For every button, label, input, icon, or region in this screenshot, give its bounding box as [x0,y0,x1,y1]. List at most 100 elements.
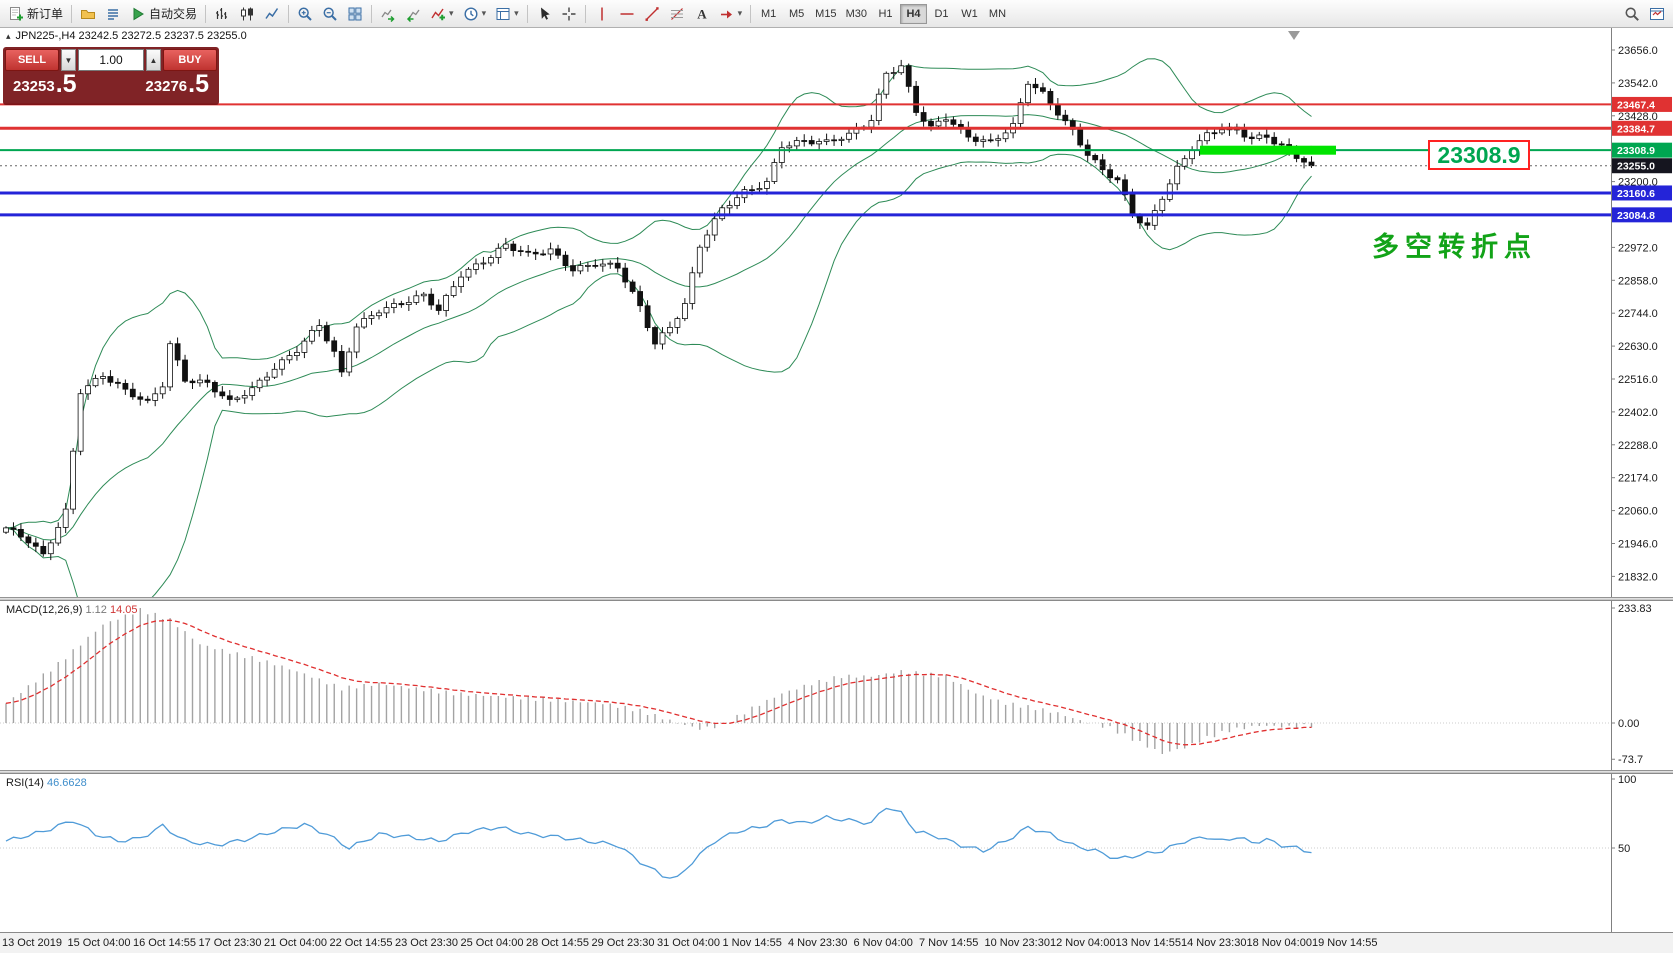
svg-text:22972.0: 22972.0 [1618,242,1658,254]
time-axis-label: 4 Nov 23:30 [788,937,848,949]
chart-shift-button[interactable] [401,3,425,25]
zoom-out-button[interactable] [318,3,342,25]
periods-button[interactable]: ▾ [459,3,491,25]
svg-text:22060.0: 22060.0 [1618,506,1658,518]
timeframe-mn-button[interactable]: MN [988,7,1007,20]
crosshair-icon [561,6,577,22]
auto-scroll-icon [380,6,396,22]
fibonacci-button[interactable] [665,3,689,25]
auto-scroll-button[interactable] [376,3,400,25]
time-axis[interactable]: 13 Oct 2019 15 Oct 04:00 16 Oct 14:55 17 Oc… [0,932,1673,953]
candlestick-chart-button[interactable] [235,3,259,25]
bar-chart-button[interactable] [210,3,234,25]
time-axis-label: 21 Oct 04:00 [264,937,327,949]
timeframe-d1-button[interactable]: D1 [934,7,949,20]
horizontal-line-button[interactable] [615,3,639,25]
timeframe-h4-button[interactable]: H4 [899,3,927,24]
timeframe-w1-button[interactable]: W1 [961,7,978,20]
svg-text:23255.0: 23255.0 [1617,161,1655,173]
volume-increase-button[interactable]: ▲ [146,49,161,71]
volume-input[interactable] [78,49,144,71]
buy-price: 23276.5 [145,72,209,97]
new-order-label: 新订单 [27,7,64,21]
chevron-down-icon: ▾ [449,8,454,18]
price-chart-canvas[interactable]: 23656.023542.023428.023200.022972.022858… [0,28,1673,597]
macd-label: MACD(12,26,9) 1.12 14.05 [6,604,138,616]
svg-text:23467.4: 23467.4 [1617,99,1655,111]
time-axis-label: 16 Oct 14:55 [133,937,196,949]
vertical-line-icon [594,6,610,22]
rsi-panel-divider[interactable] [0,770,1673,774]
arrows-button[interactable]: ▾ [715,3,747,25]
horizontal-line-icon [619,6,635,22]
rsi-chart-canvas[interactable]: 100 50 [0,774,1673,932]
chevron-down-icon: ▾ [514,8,519,18]
annotation-text[interactable]: 多空转折点 [1372,232,1537,262]
cursor-button[interactable] [532,3,556,25]
time-axis-label: 23 Oct 23:30 [395,937,458,949]
timeframe-m5-button[interactable]: M5 [789,7,805,20]
rsi-name: RSI(14) [6,777,44,789]
market-watch-button[interactable] [101,3,125,25]
svg-text:233.83: 233.83 [1618,603,1652,615]
data-window-icon [1649,6,1665,22]
highlight-bar [1200,145,1336,155]
toolbar-separator [750,4,752,23]
chevron-down-icon: ▾ [481,8,487,18]
time-axis-label: 22 Oct 14:55 [329,937,393,949]
macd-value-signal: 14.05 [109,604,138,616]
candlestick-chart-icon [239,6,255,22]
trendline-button[interactable] [640,3,664,25]
macd-name: MACD(12,26,9) [6,604,83,616]
time-axis-label: 17 Oct 23:30 [198,937,262,949]
tile-windows-icon [347,6,363,22]
rsi-value: 46.6628 [46,777,87,789]
svg-text:-73.7: -73.7 [1618,754,1643,766]
svg-text:23384.7: 23384.7 [1617,123,1655,135]
svg-text:22516.0: 22516.0 [1618,374,1658,386]
profiles-button[interactable] [76,3,100,25]
rsi-label: RSI(14) 46.6628 [6,777,87,789]
time-axis-label: 18 Nov 04:00 [1246,937,1312,949]
search-button[interactable] [1620,3,1644,25]
timeframe-h1-button[interactable]: H1 [878,7,893,20]
macd-value-main: 1.12 [85,604,107,616]
price-callout[interactable]: 23308.9 [1428,140,1530,170]
time-axis-label: 14 Nov 23:30 [1181,937,1247,949]
templates-button[interactable]: ▾ [491,3,523,25]
arrows-icon [719,6,735,22]
timeframe-m30-button[interactable]: M30 [845,7,867,20]
tile-windows-button[interactable] [343,3,367,25]
zoom-in-button[interactable] [293,3,317,25]
symbol-ohlc-text: JPN225-,H4 23242.5 23272.5 23237.5 23255… [15,30,247,42]
text-button[interactable]: A [690,3,714,25]
auto-trading-icon [130,6,146,22]
svg-text:21946.0: 21946.0 [1618,538,1658,550]
svg-text:23084.8: 23084.8 [1617,210,1655,222]
chevron-down-icon: ▾ [737,8,743,18]
timeframe-m15-button[interactable]: M15 [815,7,837,20]
macd-panel-divider[interactable] [0,597,1673,601]
sell-price-frac: .5 [55,70,77,98]
new-order-button[interactable]: 新订单 [4,3,67,25]
timeframe-m1-button[interactable]: M1 [761,7,777,20]
svg-text:0.00: 0.00 [1618,718,1639,730]
trade-panel-toggle-icon[interactable]: ▴ [6,30,11,41]
svg-text:23428.0: 23428.0 [1618,111,1658,123]
buy-price-main: 23276 [145,78,188,95]
auto-trading-button[interactable]: 自动交易 [126,3,201,25]
vertical-line-button[interactable] [590,3,614,25]
cursor-icon [536,6,552,22]
svg-text:22174.0: 22174.0 [1618,473,1658,485]
time-axis-label: 29 Oct 23:30 [591,937,655,949]
crosshair-button[interactable] [557,3,581,25]
line-chart-button[interactable] [260,3,284,25]
volume-decrease-button[interactable]: ▼ [61,49,76,71]
buy-button[interactable]: BUY [163,49,217,71]
sell-button[interactable]: SELL [5,49,59,71]
data-window-button[interactable] [1645,3,1669,25]
toolbar-separator [371,4,373,23]
svg-text:23542.0: 23542.0 [1618,78,1658,90]
macd-chart-canvas[interactable]: 233.83 0.00 -73.7 [0,601,1673,770]
indicators-button[interactable]: ▾ [426,3,458,25]
